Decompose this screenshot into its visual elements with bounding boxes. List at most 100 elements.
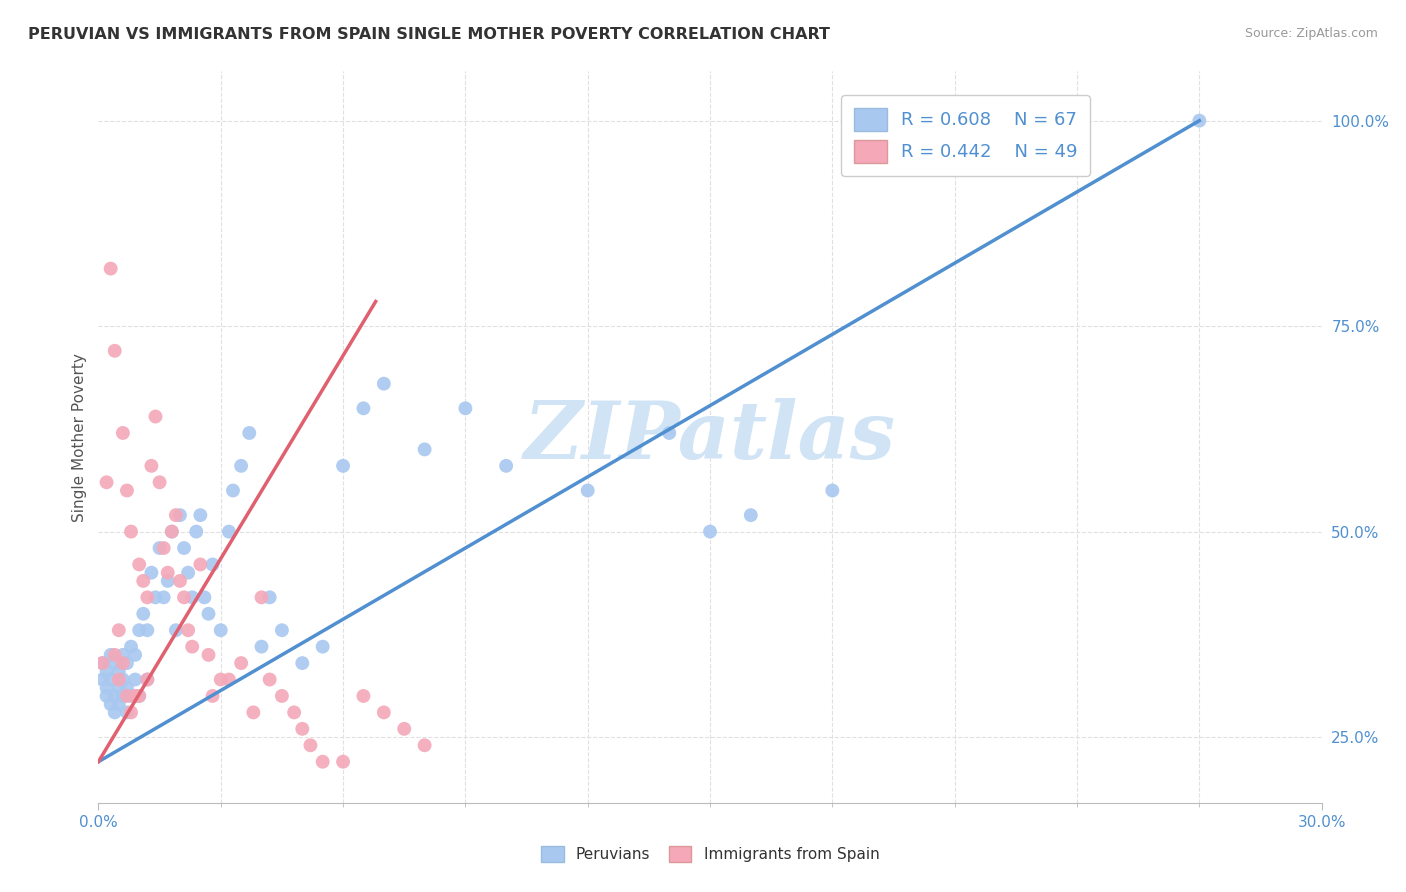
Point [104,706,127,720]
Point [156,566,179,580]
Point [120,689,142,703]
Point [332,755,354,769]
Point [156,574,179,588]
Point [132,607,155,621]
Point [124,673,146,687]
Point [111,425,134,440]
Point [209,673,232,687]
Point [495,458,517,473]
Point [218,524,240,539]
Point [96,681,118,695]
Point [120,524,142,539]
Point [413,739,436,753]
Point [108,665,131,679]
Point [115,689,138,703]
Point [299,739,322,753]
Point [160,524,183,539]
Point [231,458,253,473]
Point [312,640,335,654]
Point [124,648,146,662]
Point [177,566,200,580]
Point [100,648,122,662]
Point [91,656,114,670]
Point [100,673,122,687]
Point [120,640,142,654]
Point [173,541,195,555]
Point [270,624,294,638]
Point [373,706,395,720]
Point [145,591,167,605]
Point [96,475,118,490]
Point [145,409,167,424]
Point [91,656,114,670]
Point [699,524,721,539]
Point [373,376,395,391]
Point [165,508,187,523]
Point [136,673,159,687]
Point [124,689,146,703]
Point [283,706,305,720]
Point [188,558,212,572]
Point [454,401,477,416]
Point [186,524,208,539]
Point [821,483,844,498]
Point [100,697,122,711]
Text: ZIPatlas: ZIPatlas [524,399,896,475]
Point [259,591,281,605]
Point [181,640,204,654]
Point [259,673,281,687]
Point [658,425,681,440]
Text: Source: ZipAtlas.com: Source: ZipAtlas.com [1244,27,1378,40]
Point [740,508,762,523]
Point [222,483,245,498]
Point [291,656,314,670]
Point [111,656,134,670]
Point [108,673,131,687]
Point [576,483,599,498]
Point [141,458,163,473]
Point [132,574,155,588]
Point [152,541,174,555]
Point [218,673,240,687]
Point [136,624,159,638]
Point [201,689,224,703]
Point [120,706,142,720]
Point [104,689,127,703]
Point [96,689,118,703]
Point [352,689,374,703]
Point [177,624,200,638]
Point [250,591,273,605]
Point [108,697,131,711]
Point [181,591,204,605]
Point [197,607,219,621]
Point [165,624,187,638]
Point [209,624,232,638]
Point [115,706,138,720]
Point [291,722,314,736]
Point [160,524,183,539]
Point [136,591,159,605]
Point [270,689,294,703]
Point [173,591,195,605]
Point [111,648,134,662]
Point [392,722,416,736]
Point [108,681,131,695]
Point [197,648,219,662]
Point [169,574,191,588]
Point [149,541,172,555]
Point [141,566,163,580]
Point [104,656,127,670]
Point [128,624,150,638]
Text: PERUVIAN VS IMMIGRANTS FROM SPAIN SINGLE MOTHER POVERTY CORRELATION CHART: PERUVIAN VS IMMIGRANTS FROM SPAIN SINGLE… [28,27,830,42]
Point [115,656,138,670]
Point [91,673,114,687]
Legend: Peruvians, Immigrants from Spain: Peruvians, Immigrants from Spain [534,839,886,868]
Point [104,343,127,358]
Point [250,640,273,654]
Point [115,483,138,498]
Point [152,591,174,605]
Point [136,673,159,687]
Point [96,665,118,679]
Point [111,673,134,687]
Point [352,401,374,416]
